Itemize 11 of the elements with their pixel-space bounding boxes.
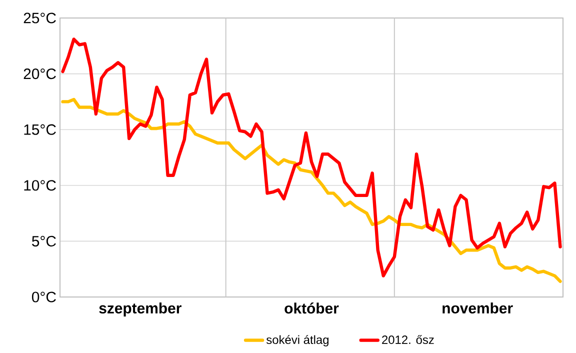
y-tick-label: 25°C — [24, 12, 56, 24]
x-tick-label: október — [284, 302, 339, 314]
x-tick-label: november — [442, 302, 513, 314]
y-tick-label: 10°C — [24, 180, 56, 191]
x-tick-label: szeptember — [99, 302, 182, 316]
y-tick-label: 0°C — [32, 292, 56, 302]
legend-label: 2012. ősz — [382, 335, 434, 344]
y-tick-label: 5°C — [32, 236, 56, 246]
y-tick-label: 15°C — [24, 124, 56, 135]
legend-label: sokévi átlag — [266, 335, 328, 346]
y-tick-label: 20°C — [24, 68, 56, 80]
